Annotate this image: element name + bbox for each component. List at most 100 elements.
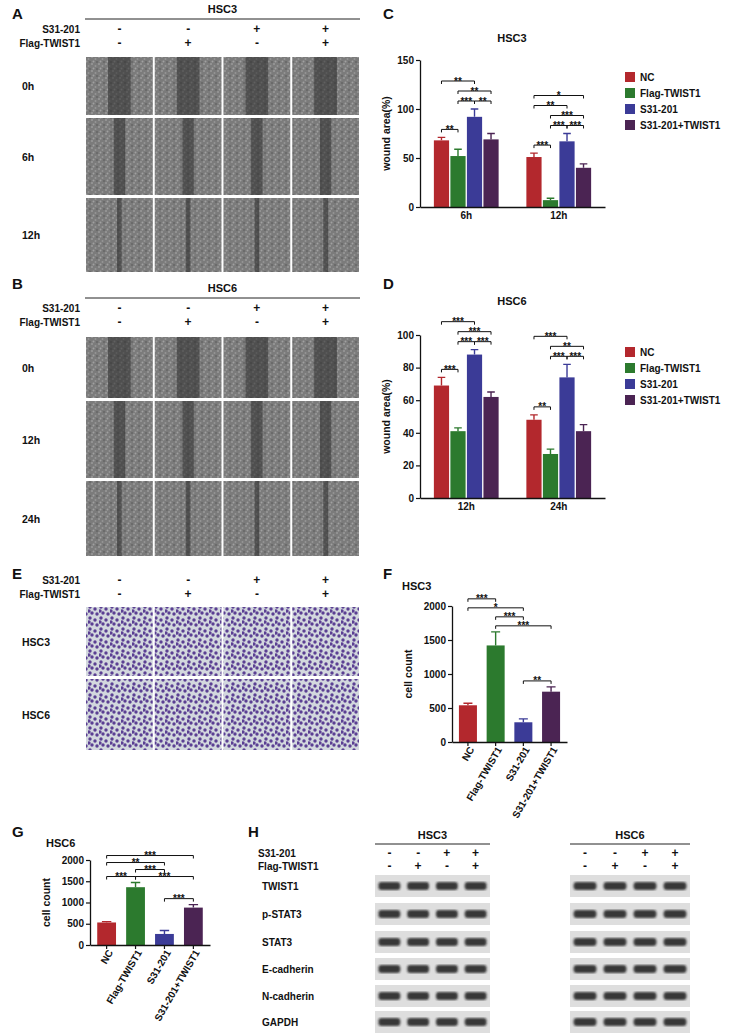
condition-sign: + — [671, 846, 678, 860]
chart-title: HSC3 — [497, 32, 526, 44]
legend-swatch — [625, 395, 635, 405]
error-bar — [463, 703, 472, 705]
y-tick-label: 2000 — [424, 601, 447, 612]
y-tick-mark — [416, 109, 420, 110]
y-tick-label: 20 — [403, 460, 415, 471]
y-tick: 0 — [440, 737, 452, 748]
y-tick-mark — [448, 674, 452, 675]
image-cell — [224, 57, 291, 115]
y-tick-label: 1000 — [424, 669, 447, 680]
significance-label: * — [494, 602, 498, 613]
x-tick: 12h — [458, 498, 475, 512]
condition-sign: + — [671, 859, 678, 873]
significance-label: ** — [563, 341, 571, 352]
blot-band — [604, 910, 627, 918]
image-cell — [224, 401, 291, 478]
bar — [526, 157, 541, 207]
blot-background — [375, 1011, 490, 1033]
condition-sign: + — [472, 846, 479, 860]
image-background — [292, 57, 359, 115]
blot-background — [375, 931, 490, 953]
image-background — [224, 118, 291, 195]
legend-swatch — [625, 72, 635, 82]
significance-label: *** — [452, 316, 464, 327]
blot-strip — [375, 985, 490, 1007]
significance-label: * — [557, 90, 561, 101]
x-axis-line — [421, 498, 606, 499]
wound-gap — [314, 337, 337, 398]
blot-band — [407, 1018, 429, 1026]
protein-label: TWIST1 — [262, 881, 299, 892]
blot-band — [574, 965, 597, 973]
y-axis-line — [420, 336, 421, 499]
y-tick-mark — [448, 640, 452, 641]
wound-gap — [255, 481, 260, 556]
image-cell — [86, 337, 153, 398]
cell-line-title: HSC3 — [418, 829, 447, 841]
x-tick-label: 24h — [550, 501, 567, 512]
y-tick: 60 — [403, 395, 420, 406]
image-panel: ES31-201--++Flag-TWIST1-+-+HSC3HSC6 — [12, 565, 359, 750]
panel-letter: F — [383, 565, 392, 582]
condition-sign: + — [415, 859, 422, 873]
x-tick: S31-201+TWIST1 — [510, 742, 560, 820]
wound-gap — [186, 481, 191, 556]
legend-label: NC — [640, 72, 654, 83]
y-tick: 150 — [397, 55, 420, 66]
condition-sign: - — [445, 859, 449, 873]
significance-label: *** — [569, 351, 581, 362]
image-cell — [155, 57, 222, 115]
bar — [487, 645, 505, 742]
significance-label: *** — [159, 871, 171, 882]
y-tick: 1500 — [424, 635, 452, 646]
blot-background — [375, 958, 490, 980]
legend-label: S31-201+TWIST1 — [640, 395, 721, 406]
error-bar — [491, 632, 500, 646]
blot-band — [664, 882, 687, 890]
y-tick-label: 1500 — [424, 635, 447, 646]
condition-sign: - — [117, 36, 121, 50]
image-background — [224, 679, 291, 750]
significance-label: *** — [444, 364, 456, 375]
condition-sign: + — [322, 573, 329, 587]
image-background — [155, 481, 222, 556]
significance-label: *** — [476, 593, 488, 604]
error-bar — [547, 198, 555, 200]
image-cell — [155, 679, 222, 750]
row-label: HSC3 — [22, 636, 50, 648]
condition-sign: + — [443, 846, 450, 860]
western-blot: HS31-201Flag-TWIST1TWIST1p-STAT3STAT3E-c… — [248, 823, 690, 1033]
image-background — [86, 118, 153, 195]
significance-label: *** — [144, 850, 156, 861]
legend-swatch — [625, 379, 635, 389]
y-axis: 050100150 — [397, 55, 420, 213]
bar — [559, 377, 574, 498]
x-tick-label: S31-201+TWIST1 — [152, 947, 202, 1022]
image-background — [155, 607, 222, 676]
blot-strip — [375, 931, 490, 953]
x-tick-label: 6h — [460, 210, 472, 221]
wound-gap — [114, 118, 125, 195]
error-bar — [563, 364, 571, 377]
blot-band — [664, 965, 687, 973]
y-tick-mark — [86, 945, 90, 946]
legend: NCFlag-TWIST1S31-201S31-201+TWIST1 — [625, 72, 721, 131]
image-cell — [155, 337, 222, 398]
x-tick-label: Flag-TWIST1 — [104, 947, 144, 1005]
blot-band — [634, 882, 657, 890]
blot-band — [465, 910, 487, 918]
blot-band — [436, 910, 458, 918]
image-background — [86, 679, 153, 750]
y-tick: 1000 — [62, 897, 90, 908]
y-tick-mark — [448, 606, 452, 607]
y-axis-line — [420, 61, 421, 208]
panel-letter: E — [12, 565, 22, 582]
blot-band — [465, 965, 487, 973]
x-tick: 6h — [460, 207, 472, 221]
significance-label: *** — [477, 336, 489, 347]
blot-band — [604, 882, 627, 890]
bar — [459, 705, 477, 742]
blot-band — [664, 992, 687, 1000]
condition-sign: - — [613, 846, 617, 860]
blot-background — [570, 958, 690, 980]
